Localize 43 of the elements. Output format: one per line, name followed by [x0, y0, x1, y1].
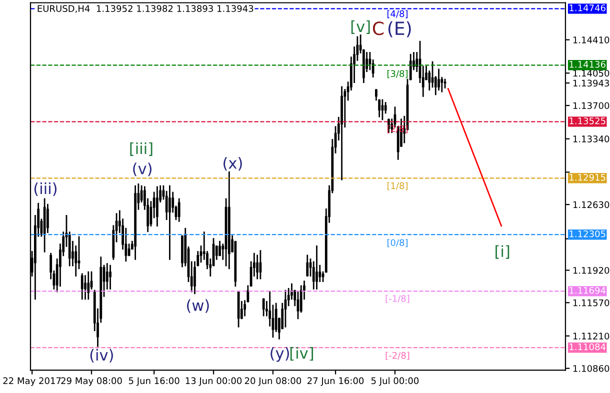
annotation: (E)	[388, 21, 411, 38]
annotation: [i]	[496, 245, 510, 259]
y-tick-label: 1.13340	[573, 136, 610, 142]
x-tick-label: 22 May 2017	[3, 377, 61, 386]
x-tick-label: 20 Jun 08:00	[244, 377, 302, 386]
chart-title: EURUSD,H4 1.13952 1.13982 1.13893 1.13943	[38, 5, 254, 13]
x-tick-label: 5 Jul 00:00	[371, 377, 419, 386]
x-tick-label: 5 Jun 16:00	[128, 377, 180, 386]
annotation: C	[372, 22, 384, 36]
ref-line-label: 1.11084	[570, 343, 606, 350]
annotation: (w)	[187, 299, 209, 313]
x-tick-label: 29 May 08:00	[61, 377, 122, 386]
annotation: (v)	[133, 162, 152, 176]
annotation: [v]	[351, 20, 370, 34]
y-tick-label: 1.11210	[573, 332, 610, 340]
y-tick-label: 1.14050	[573, 70, 610, 77]
ref-line-label: 1.12305	[570, 230, 606, 238]
annotation: (iv)	[90, 348, 113, 362]
ref-line-label: 1.12915	[570, 174, 606, 181]
ref-line-label: 1.14136	[570, 60, 606, 68]
annotation: (x)	[224, 157, 242, 171]
y-tick-label: 1.11920	[573, 266, 610, 274]
x-tick-label: 13 Jun 00:00	[186, 377, 242, 386]
y-tick-label: 1.13943	[573, 80, 610, 87]
x-tick-label: 27 Jun 16:00	[308, 377, 364, 386]
annotation: [iv]	[290, 347, 314, 361]
annotation: [-2/8]	[386, 352, 410, 360]
annotation: [3/8]	[387, 70, 408, 78]
ref-line-label: 1.14746	[570, 4, 606, 12]
y-tick-label: 1.12630	[573, 201, 610, 208]
annotation: [1/8]	[387, 182, 408, 190]
annotation: [4/8]	[387, 10, 408, 18]
y-tick-label: 1.11570	[573, 299, 610, 306]
ref-line-label: 1.11694	[570, 286, 606, 294]
y-tick-label: 1.10860	[573, 365, 610, 372]
annotation: (iii)	[34, 182, 56, 196]
ref-line-label: 1.13525	[570, 117, 606, 124]
annotation: [0/8]	[387, 239, 408, 248]
annotation: [-1/8]	[386, 294, 410, 303]
annotation: [iii]	[130, 142, 152, 156]
y-tick-label: 1.13700	[573, 102, 610, 110]
y-tick-label: 1.14410	[573, 36, 610, 44]
annotation: (y)	[270, 347, 289, 362]
